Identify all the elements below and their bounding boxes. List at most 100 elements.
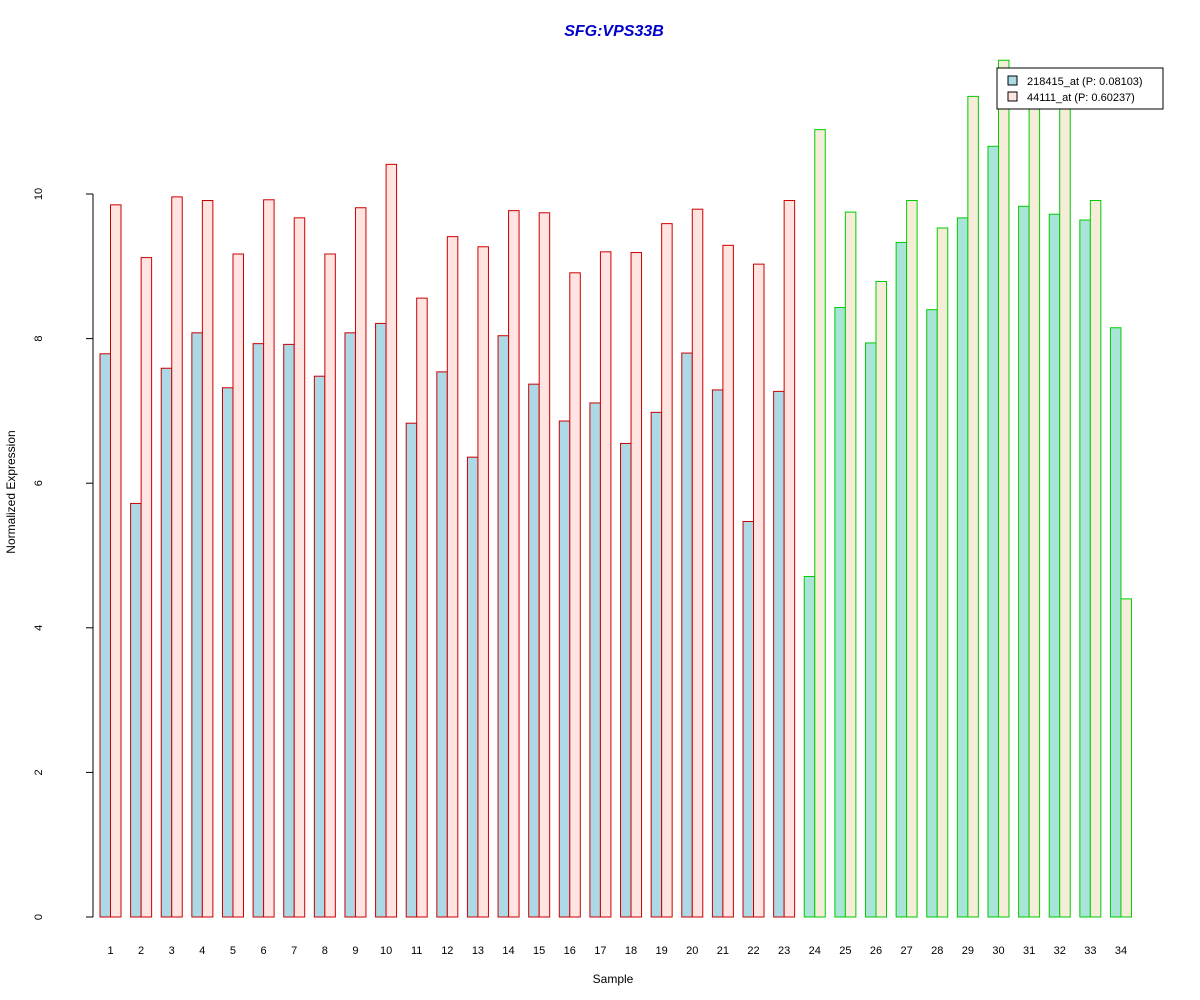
x-tick-labels: 1 2 3 4 5 6 7 8 9 10 11 12 13 14 15 16 17 18 19 20 21 22 23 24 2… <box>107 945 1127 957</box>
y-tick-label: 6 <box>33 480 45 486</box>
x-tick-label: 17 <box>594 945 606 957</box>
bar-sample-25-series-1 <box>834 307 846 918</box>
x-tick-label: 8 <box>322 945 328 957</box>
bar-sample-33-series-1 <box>1079 219 1091 918</box>
bar-sample-6-series-1 <box>252 343 265 918</box>
bar-sample-3-series-1 <box>160 367 173 918</box>
bar-sample-17-series-1 <box>589 402 601 918</box>
bar-sample-12-series-2 <box>446 236 459 918</box>
x-axis-label: Sample <box>593 972 634 986</box>
x-tick-label: 34 <box>1115 945 1127 957</box>
x-tick-label: 1 <box>107 945 113 957</box>
x-tick-label: 32 <box>1054 945 1066 957</box>
bar-sample-31-series-2 <box>1028 91 1041 918</box>
bar-sample-1-series-1 <box>99 353 111 918</box>
bar-sample-14-series-2 <box>508 210 520 918</box>
y-tick-label: 2 <box>33 769 45 775</box>
bar-sample-34-series-2 <box>1120 598 1132 918</box>
bar-sample-20-series-1 <box>681 352 693 918</box>
bar-sample-32-series-2 <box>1059 97 1071 918</box>
bar-sample-32-series-1 <box>1048 213 1061 918</box>
x-tick-label: 25 <box>839 945 851 957</box>
bar-sample-12-series-1 <box>436 371 448 918</box>
x-tick-label: 13 <box>472 945 484 957</box>
bar-sample-27-series-2 <box>906 200 918 918</box>
x-tick-label: 27 <box>900 945 912 957</box>
bar-sample-24-series-1 <box>803 575 816 918</box>
bar-sample-6-series-2 <box>263 199 275 918</box>
bar-sample-8-series-2 <box>324 253 336 918</box>
x-tick-label: 4 <box>199 945 205 957</box>
bar-sample-16-series-2 <box>569 272 581 918</box>
bar-sample-22-series-1 <box>742 521 755 918</box>
bars <box>99 59 1132 918</box>
x-tick-label: 20 <box>686 945 698 957</box>
bar-sample-31-series-1 <box>1018 205 1030 918</box>
x-tick-label: 15 <box>533 945 545 957</box>
x-tick-label: 7 <box>291 945 297 957</box>
x-tick-label: 22 <box>747 945 759 957</box>
bar-sample-13-series-2 <box>477 246 489 918</box>
legend-swatch-1 <box>1007 75 1018 86</box>
bar-sample-19-series-2 <box>661 223 673 918</box>
x-tick-label: 23 <box>778 945 790 957</box>
bar-sample-18-series-2 <box>630 252 643 918</box>
x-tick-label: 33 <box>1084 945 1096 957</box>
bar-sample-30-series-1 <box>987 145 999 918</box>
bar-sample-9-series-1 <box>344 332 356 918</box>
bar-sample-7-series-1 <box>283 343 295 918</box>
bar-sample-25-series-2 <box>844 211 857 918</box>
bar-sample-20-series-2 <box>691 208 704 918</box>
bar-sample-8-series-1 <box>313 375 326 918</box>
bar-sample-28-series-1 <box>926 309 938 918</box>
x-tick-label: 14 <box>502 945 514 957</box>
bar-sample-23-series-2 <box>783 200 796 918</box>
bar-sample-14-series-1 <box>497 335 510 918</box>
x-tick-label: 5 <box>230 945 236 957</box>
x-tick-label: 16 <box>564 945 576 957</box>
x-tick-label: 19 <box>656 945 668 957</box>
legend-label-1: 218415_at (P: 0.08103) <box>1027 76 1143 88</box>
x-tick-label: 24 <box>809 945 821 957</box>
x-tick-label: 28 <box>931 945 943 957</box>
bar-sample-27-series-1 <box>895 241 908 918</box>
bar-sample-26-series-2 <box>875 280 887 918</box>
x-tick-label: 26 <box>870 945 882 957</box>
bar-sample-13-series-1 <box>466 456 479 918</box>
bar-sample-18-series-1 <box>620 442 632 918</box>
bar-sample-26-series-1 <box>865 342 877 918</box>
legend-swatch-2 <box>1007 91 1018 102</box>
bar-sample-23-series-1 <box>773 390 785 918</box>
bar-sample-3-series-2 <box>171 196 183 918</box>
y-tick-label: 4 <box>33 625 45 631</box>
legend-box <box>996 67 1164 110</box>
bar-sample-15-series-2 <box>538 212 551 918</box>
x-tick-label: 9 <box>352 945 358 957</box>
bar-sample-11-series-1 <box>405 422 418 918</box>
bar-sample-29-series-1 <box>956 217 969 918</box>
bar-sample-1-series-2 <box>110 204 122 918</box>
x-tick-label: 29 <box>962 945 974 957</box>
bar-sample-29-series-2 <box>967 95 979 918</box>
bar-sample-7-series-2 <box>293 217 306 918</box>
bar-sample-28-series-2 <box>936 227 949 918</box>
bar-sample-4-series-1 <box>191 332 203 918</box>
bar-sample-24-series-2 <box>814 129 826 918</box>
bar-sample-10-series-2 <box>385 163 398 918</box>
bar-sample-11-series-2 <box>416 297 428 918</box>
x-tick-label: 11 <box>411 945 422 957</box>
bar-sample-15-series-1 <box>528 383 540 918</box>
bar-sample-34-series-1 <box>1109 327 1122 918</box>
y-axis: 0 2 4 6 8 10 <box>33 188 94 920</box>
bar-sample-5-series-1 <box>221 387 234 918</box>
chart-title: SFG:VPS33B <box>564 23 664 40</box>
x-tick-label: 30 <box>992 945 1004 957</box>
bar-sample-22-series-2 <box>753 263 765 918</box>
bar-sample-9-series-2 <box>354 207 367 918</box>
x-tick-label: 2 <box>138 945 144 957</box>
legend: 218415_at (P: 0.08103) 44111_at (P: 0.60… <box>996 67 1164 110</box>
x-tick-label: 31 <box>1023 945 1035 957</box>
x-tick-label: 21 <box>717 945 729 957</box>
bar-sample-4-series-2 <box>201 200 214 918</box>
y-tick-label: 8 <box>33 336 45 342</box>
